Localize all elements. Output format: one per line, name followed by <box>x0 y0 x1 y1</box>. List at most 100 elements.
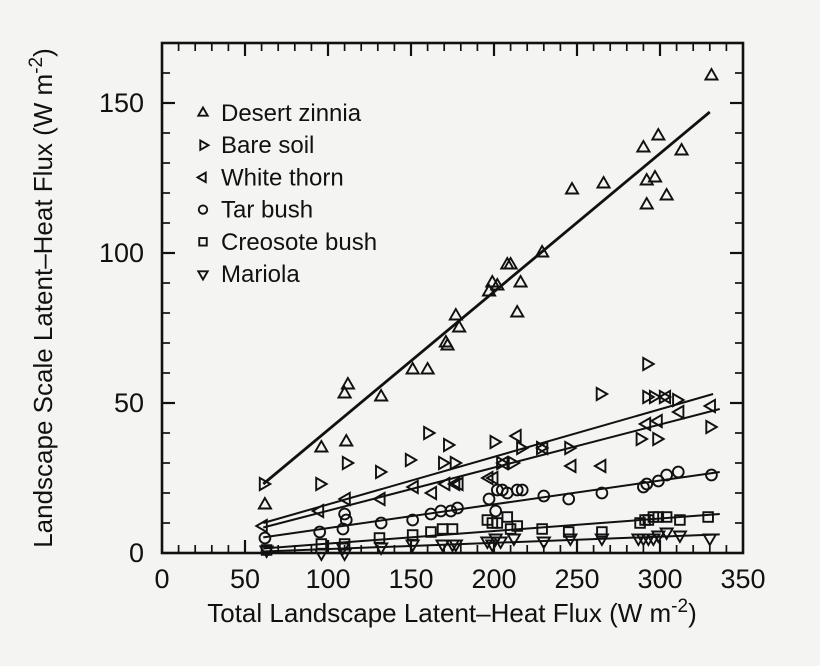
legend-marker-bare-soil <box>199 138 211 152</box>
marker-white-thorn <box>702 398 716 414</box>
x-tick-label: 50 <box>230 564 260 594</box>
marker-bare-soil <box>341 455 356 471</box>
marker-mariola <box>258 545 275 559</box>
marker-white-thorn <box>534 440 549 456</box>
marker-bare-soil <box>423 425 437 441</box>
marker-mariola <box>506 533 522 547</box>
marker-desert-zinnia <box>534 244 550 258</box>
marker-bare-soil <box>375 464 389 480</box>
y-tick-label: 0 <box>129 538 144 568</box>
legend-item-white-thorn: White thorn <box>195 164 344 191</box>
series-mariola <box>258 527 718 562</box>
marker-desert-zinnia <box>564 181 580 195</box>
marker-desert-zinnia <box>650 127 667 141</box>
marker-bare-soil <box>516 440 530 456</box>
legend-item-mariola: Mariola <box>196 261 300 288</box>
marker-white-thorn <box>508 428 522 444</box>
marker-desert-zinnia <box>595 175 612 189</box>
marker-bare-soil <box>404 452 419 468</box>
y-tick-label: 150 <box>99 88 144 118</box>
series-tar-bush <box>258 465 718 545</box>
marker-tar-bush <box>510 483 524 497</box>
series-white-thorn <box>254 389 716 534</box>
legend-item-creosote-bush: Creosote bush <box>198 229 377 256</box>
marker-bare-soil <box>315 476 329 492</box>
legend-marker-desert-zinnia <box>196 105 210 117</box>
marker-mariola <box>373 542 389 556</box>
legend-item-desert-zinnia: Desert zinnia <box>196 100 362 127</box>
legend-label-desert-zinnia: Desert zinnia <box>221 100 362 127</box>
marker-white-thorn <box>310 503 325 519</box>
marker-white-thorn <box>637 416 652 432</box>
marker-bare-soil <box>489 434 503 450</box>
x-tick-label: 150 <box>388 564 433 594</box>
marker-desert-zinnia <box>257 496 273 510</box>
marker-bare-soil <box>642 356 656 372</box>
marker-white-thorn <box>372 491 386 507</box>
marker-mariola <box>562 533 579 547</box>
marker-desert-zinnia <box>509 304 525 318</box>
legend-label-bare-soil: Bare soil <box>221 132 314 159</box>
data-points <box>254 67 720 562</box>
series-bare-soil <box>258 356 719 492</box>
marker-tar-bush <box>406 513 420 527</box>
marker-bare-soil <box>652 431 666 447</box>
marker-mariola <box>487 533 504 547</box>
legend-item-tar-bush: Tar bush <box>197 197 313 224</box>
marker-bare-soil <box>438 455 452 471</box>
marker-creosote-bush <box>436 523 449 535</box>
marker-white-thorn <box>405 479 419 495</box>
marker-bare-soil <box>258 476 273 492</box>
legend: Desert zinnia Bare soil White thorn Tar bus… <box>195 100 377 288</box>
plot-border <box>160 41 745 555</box>
marker-tar-bush <box>489 504 503 518</box>
legend-label-tar-bush: Tar bush <box>221 197 313 224</box>
marker-mariola <box>479 536 496 550</box>
marker-bare-soil <box>635 431 649 447</box>
marker-tar-bush <box>637 480 650 494</box>
marker-creosote-bush <box>425 526 437 538</box>
marker-white-thorn <box>423 485 438 501</box>
x-tick-label: 0 <box>154 564 169 594</box>
marker-desert-zinnia <box>373 388 389 402</box>
marker-white-thorn <box>254 518 268 534</box>
legend-label-mariola: Mariola <box>221 261 300 288</box>
marker-creosote-bush <box>511 520 523 532</box>
marker-mariola <box>702 533 718 547</box>
marker-desert-zinnia <box>404 361 421 375</box>
trendline-bare-soil <box>262 393 714 524</box>
x-tick-label: 250 <box>554 564 599 594</box>
trendline-desert-zinnia <box>262 110 711 486</box>
marker-bare-soil <box>564 440 578 456</box>
marker-creosote-bush <box>446 523 459 535</box>
marker-creosote-bush <box>596 526 608 538</box>
marker-desert-zinnia <box>635 139 652 153</box>
marker-white-thorn <box>480 470 494 486</box>
marker-white-thorn <box>649 413 663 429</box>
marker-white-thorn <box>593 458 607 474</box>
marker-tar-bush <box>660 468 673 482</box>
plot-frame <box>160 41 745 555</box>
marker-bare-soil <box>648 389 663 405</box>
marker-tar-bush <box>671 465 685 479</box>
x-tick-label: 200 <box>471 564 516 594</box>
legend-marker-white-thorn <box>195 171 207 184</box>
marker-bare-soil <box>705 419 719 435</box>
marker-mariola <box>650 530 667 544</box>
marker-creosote-bush <box>652 511 665 523</box>
marker-tar-bush <box>562 492 576 506</box>
marker-mariola <box>658 527 675 541</box>
legend-marker-tar-bush <box>197 204 209 215</box>
legend-marker-creosote-bush <box>198 237 208 247</box>
legend-label-creosote-bush: Creosote bush <box>221 229 377 256</box>
x-tick-label: 100 <box>305 564 350 594</box>
marker-mariola <box>594 533 610 547</box>
marker-desert-zinnia <box>451 319 467 333</box>
marker-tar-bush <box>374 516 388 530</box>
marker-mariola <box>313 548 330 562</box>
marker-white-thorn <box>495 455 509 471</box>
legend-item-bare-soil: Bare soil <box>199 132 314 159</box>
y-tick-label: 100 <box>99 238 144 268</box>
legend-label-white-thorn: White thorn <box>221 164 344 191</box>
